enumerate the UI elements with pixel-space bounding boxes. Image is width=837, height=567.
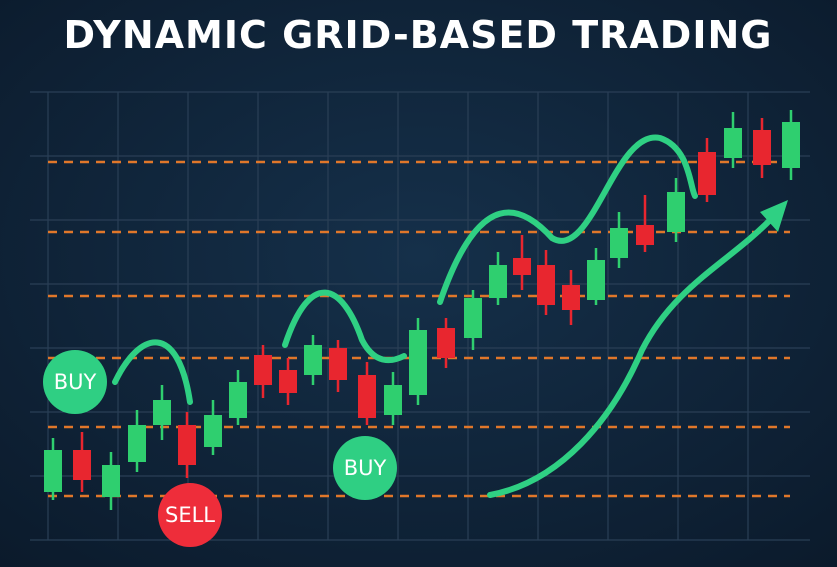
candle-body: [304, 345, 322, 375]
candle-body: [204, 415, 222, 447]
wave: [437, 134, 698, 305]
candle-body: [513, 258, 531, 275]
candle: [537, 250, 555, 315]
candle: [409, 318, 427, 405]
candle: [204, 400, 222, 455]
candle-body: [229, 382, 247, 418]
candle-body: [464, 298, 482, 338]
candle-body: [489, 265, 507, 298]
candle: [229, 370, 247, 425]
candle-body: [73, 450, 91, 480]
candle: [437, 318, 455, 368]
candle: [753, 118, 771, 178]
badge-label: BUY: [344, 456, 387, 480]
candle-body: [44, 450, 62, 492]
candle: [464, 290, 482, 350]
candle: [636, 195, 654, 252]
candle-body: [358, 375, 376, 418]
candle: [667, 178, 685, 242]
badge-label: BUY: [54, 370, 97, 394]
grid: [30, 91, 810, 541]
trend-curves: [112, 134, 788, 498]
candle-body: [698, 152, 716, 195]
candle-body: [562, 285, 580, 310]
candle-body: [667, 192, 685, 232]
title: DYNAMIC GRID-BASED TRADING: [64, 13, 773, 57]
buy-badge: BUY: [333, 436, 397, 500]
candle: [254, 345, 272, 398]
candle: [178, 412, 196, 478]
candle-body: [153, 400, 171, 425]
candle: [73, 432, 91, 492]
candle-body: [102, 465, 120, 497]
candle-body: [753, 130, 771, 165]
candles: [44, 110, 800, 510]
candle: [698, 138, 716, 202]
candle: [304, 335, 322, 385]
candle: [128, 410, 146, 472]
candle-body: [782, 122, 800, 168]
candle-body: [724, 128, 742, 158]
candle-body: [537, 265, 555, 305]
candle: [562, 270, 580, 325]
candle-body: [384, 385, 402, 415]
candle-body: [636, 225, 654, 245]
candle: [102, 452, 120, 510]
wave: [112, 339, 193, 405]
candle-body: [254, 355, 272, 385]
candle: [610, 212, 628, 268]
candle: [358, 362, 376, 425]
candle-body: [279, 370, 297, 393]
badge-circle: [158, 483, 222, 547]
candle-body: [587, 260, 605, 300]
sell-badge: SELL: [158, 483, 222, 547]
candle-body: [128, 425, 146, 462]
wave: [282, 289, 407, 364]
candle-body: [409, 330, 427, 395]
candle: [44, 438, 62, 500]
candle-body: [178, 425, 196, 465]
candle: [329, 340, 347, 392]
candle: [513, 235, 531, 290]
badge-circle: [333, 436, 397, 500]
candle-body: [610, 228, 628, 258]
candle: [279, 358, 297, 405]
candle-body: [437, 328, 455, 358]
candle-body: [329, 348, 347, 380]
candle: [587, 248, 605, 305]
arrow-head: [760, 200, 788, 232]
candle: [724, 112, 742, 168]
arrow: [487, 215, 775, 498]
candle: [782, 110, 800, 180]
badge-circle: [43, 350, 107, 414]
candle: [384, 372, 402, 425]
candle: [489, 252, 507, 305]
candle: [153, 385, 171, 440]
buy-badge: BUY: [43, 350, 107, 414]
badge-label: SELL: [165, 503, 215, 527]
